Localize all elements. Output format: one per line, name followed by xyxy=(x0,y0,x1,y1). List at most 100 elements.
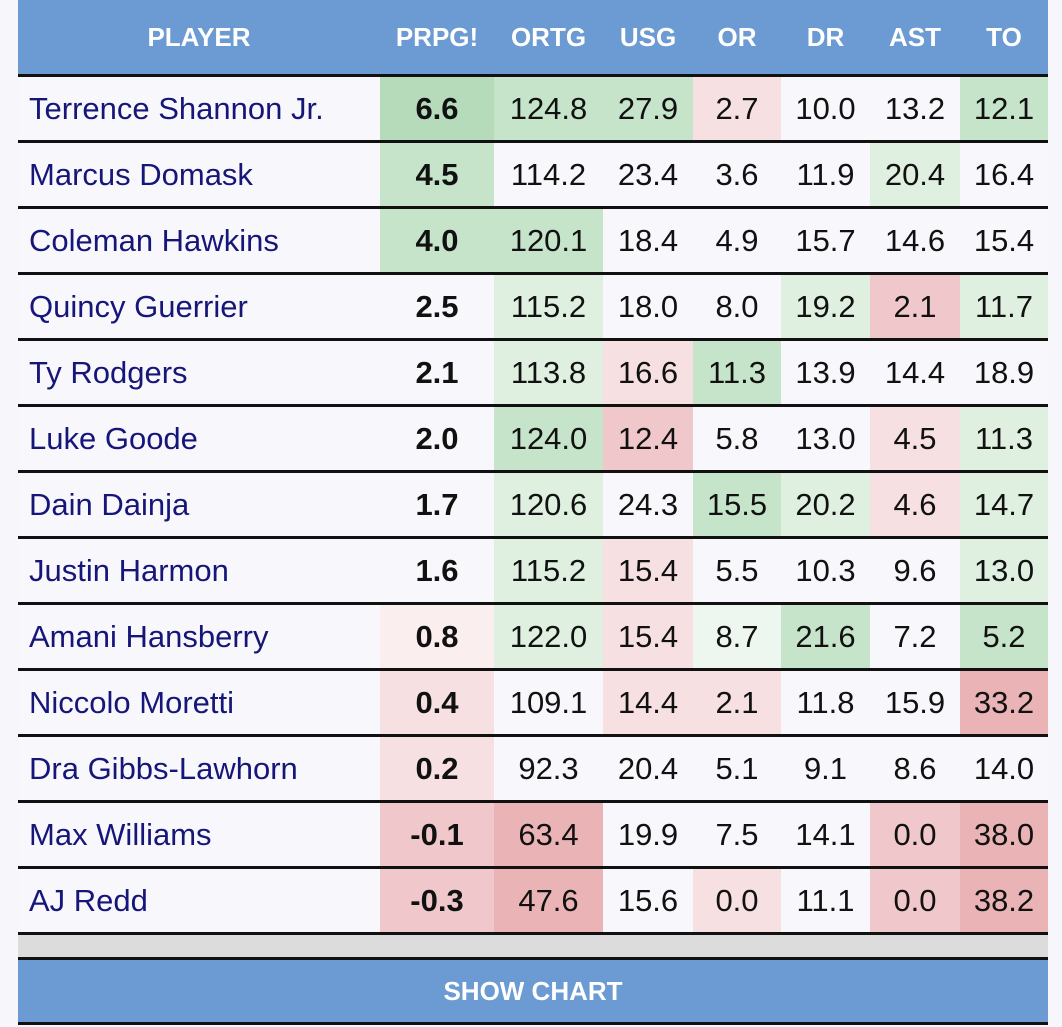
stat-cell: 19.2 xyxy=(781,273,870,341)
column-header: AST xyxy=(870,0,960,77)
stat-cell: 2.1 xyxy=(870,273,960,341)
stat-cell: 20.4 xyxy=(870,141,960,209)
stat-cell: 63.4 xyxy=(494,801,603,869)
stat-cell: 0.4 xyxy=(380,669,494,737)
stats-table: PLAYER PRPG! ORTG USG OR DR AST TO Terrence Sha… xyxy=(18,0,1048,935)
stat-cell: 12.1 xyxy=(960,75,1048,143)
stat-cell: 0.8 xyxy=(380,603,494,671)
player-row: Quincy Guerrier 2.5 115.2 18.0 8.0 19.2 2.1 11.… xyxy=(18,273,1048,341)
player-row: Dra Gibbs-Lawhorn 0.2 92.3 20.4 5.1 9.1 8.6 14.… xyxy=(18,735,1048,803)
stat-cell: 12.4 xyxy=(603,405,693,473)
show-chart-button[interactable]: SHOW CHART xyxy=(18,960,1048,1025)
player-row: Coleman Hawkins 4.0 120.1 18.4 4.9 15.7 14.6 15… xyxy=(18,207,1048,275)
stat-cell: 0.0 xyxy=(870,801,960,869)
column-header: ORTG xyxy=(494,0,603,77)
player-name: Dain Dainja xyxy=(18,471,380,539)
stat-cell: 14.1 xyxy=(781,801,870,869)
column-header: PLAYER xyxy=(18,0,380,77)
stat-cell: 5.8 xyxy=(693,405,781,473)
player-name: Ty Rodgers xyxy=(18,339,380,407)
column-header: DR xyxy=(781,0,870,77)
stat-cell: 24.3 xyxy=(603,471,693,539)
stat-cell: 5.2 xyxy=(960,603,1048,671)
stat-cell: 11.3 xyxy=(693,339,781,407)
stat-cell: 0.0 xyxy=(693,867,781,935)
stat-cell: 2.7 xyxy=(693,75,781,143)
stat-cell: 11.8 xyxy=(781,669,870,737)
stat-cell: 2.5 xyxy=(380,273,494,341)
player-name: Niccolo Moretti xyxy=(18,669,380,737)
stat-cell: 19.9 xyxy=(603,801,693,869)
stat-cell: 13.0 xyxy=(781,405,870,473)
stat-cell: 10.3 xyxy=(781,537,870,605)
divider xyxy=(18,935,1048,960)
stat-cell: 16.6 xyxy=(603,339,693,407)
stat-cell: 15.4 xyxy=(960,207,1048,275)
stat-cell: 3.6 xyxy=(693,141,781,209)
stat-cell: 1.7 xyxy=(380,471,494,539)
stat-cell: 38.0 xyxy=(960,801,1048,869)
stat-cell: 120.1 xyxy=(494,207,603,275)
stat-cell: -0.1 xyxy=(380,801,494,869)
stat-cell: 38.2 xyxy=(960,867,1048,935)
stat-cell: 14.4 xyxy=(603,669,693,737)
stat-cell: 16.4 xyxy=(960,141,1048,209)
stat-cell: 13.2 xyxy=(870,75,960,143)
stat-cell: 0.0 xyxy=(870,867,960,935)
stat-cell: 13.0 xyxy=(960,537,1048,605)
stat-cell: 115.2 xyxy=(494,537,603,605)
stat-cell: 124.8 xyxy=(494,75,603,143)
stat-cell: 10.0 xyxy=(781,75,870,143)
stat-cell: 14.4 xyxy=(870,339,960,407)
stat-cell: 11.1 xyxy=(781,867,870,935)
stat-cell: 9.6 xyxy=(870,537,960,605)
player-name: Terrence Shannon Jr. xyxy=(18,75,380,143)
stat-cell: 18.9 xyxy=(960,339,1048,407)
stat-cell: 47.6 xyxy=(494,867,603,935)
table-body: Terrence Shannon Jr. 6.6 124.8 27.9 2.7 10.0 1… xyxy=(18,75,1048,935)
stat-cell: 20.2 xyxy=(781,471,870,539)
header-row: PLAYER PRPG! ORTG USG OR DR AST TO xyxy=(18,0,1048,77)
player-row: Marcus Domask 4.5 114.2 23.4 3.6 11.9 20.4 16.4 xyxy=(18,141,1048,209)
stat-cell: 113.8 xyxy=(494,339,603,407)
player-row: Amani Hansberry 0.8 122.0 15.4 8.7 21.6 7.2 5.2 xyxy=(18,603,1048,671)
player-name: Max Williams xyxy=(18,801,380,869)
stat-cell: 4.9 xyxy=(693,207,781,275)
player-name: Justin Harmon xyxy=(18,537,380,605)
stat-cell: 4.5 xyxy=(870,405,960,473)
player-name: Dra Gibbs-Lawhorn xyxy=(18,735,380,803)
stat-cell: 122.0 xyxy=(494,603,603,671)
stat-cell: 8.0 xyxy=(693,273,781,341)
stat-cell: 11.7 xyxy=(960,273,1048,341)
stat-cell: 15.4 xyxy=(603,603,693,671)
stat-cell: 15.5 xyxy=(693,471,781,539)
stat-cell: 7.5 xyxy=(693,801,781,869)
player-name: Luke Goode xyxy=(18,405,380,473)
stat-cell: 15.6 xyxy=(603,867,693,935)
player-row: Ty Rodgers 2.1 113.8 16.6 11.3 13.9 14.4 18.9 xyxy=(18,339,1048,407)
stat-cell: 2.0 xyxy=(380,405,494,473)
stat-cell: 23.4 xyxy=(603,141,693,209)
stat-cell: 4.5 xyxy=(380,141,494,209)
stat-cell: 115.2 xyxy=(494,273,603,341)
player-row: AJ Redd -0.3 47.6 15.6 0.0 11.1 0.0 38.2 xyxy=(18,867,1048,935)
column-header: OR xyxy=(693,0,781,77)
stat-cell: 14.0 xyxy=(960,735,1048,803)
stat-cell: 11.9 xyxy=(781,141,870,209)
stat-cell: 124.0 xyxy=(494,405,603,473)
stat-cell: 7.2 xyxy=(870,603,960,671)
stat-cell: 14.7 xyxy=(960,471,1048,539)
player-name: Quincy Guerrier xyxy=(18,273,380,341)
stat-cell: 20.4 xyxy=(603,735,693,803)
stat-cell: 114.2 xyxy=(494,141,603,209)
stat-cell: 1.6 xyxy=(380,537,494,605)
stat-cell: 2.1 xyxy=(380,339,494,407)
stat-cell: 92.3 xyxy=(494,735,603,803)
column-header: USG xyxy=(603,0,693,77)
stat-cell: 6.6 xyxy=(380,75,494,143)
stat-cell: 33.2 xyxy=(960,669,1048,737)
stat-cell: 21.6 xyxy=(781,603,870,671)
player-row: Luke Goode 2.0 124.0 12.4 5.8 13.0 4.5 11.3 xyxy=(18,405,1048,473)
stat-cell: 4.6 xyxy=(870,471,960,539)
stat-cell: 27.9 xyxy=(603,75,693,143)
